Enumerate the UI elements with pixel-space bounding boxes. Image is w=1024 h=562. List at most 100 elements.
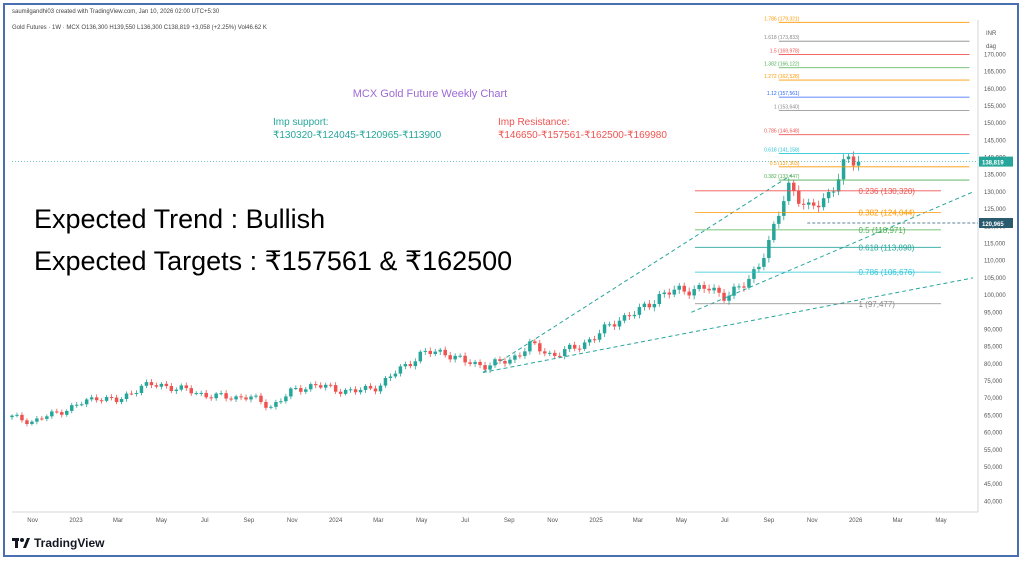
candle-body <box>612 324 617 327</box>
candle-body <box>742 286 746 288</box>
candle-body <box>40 418 44 420</box>
y-tick-label: 160,000 <box>984 87 1006 93</box>
candle-body <box>672 289 677 295</box>
x-tick-label: Mar <box>633 518 643 524</box>
candle-body <box>333 385 338 392</box>
candle-body <box>782 201 786 216</box>
candle-body <box>607 324 612 326</box>
candle-body <box>309 384 313 390</box>
fib-ext-label: 1.618 (173,833) <box>764 35 800 41</box>
chart-frame <box>3 3 1019 557</box>
candle-body <box>548 352 552 354</box>
y-tick-label: 115,000 <box>984 242 1006 248</box>
fib-level-label: 0.786 (106,676) <box>858 268 915 277</box>
trendline <box>482 174 792 373</box>
candle-body <box>767 240 771 259</box>
candle-body <box>463 355 467 363</box>
tradingview-name: TradingView <box>34 536 105 550</box>
candle-body <box>737 286 741 288</box>
candle-body <box>597 333 602 340</box>
x-tick-label: 2024 <box>329 518 343 524</box>
candle-body <box>702 284 706 289</box>
resistance-title: Imp Resistance: <box>498 117 570 128</box>
candle-body <box>269 406 273 408</box>
candle-body <box>792 182 796 191</box>
candle-body <box>55 411 59 413</box>
candle-body <box>184 385 189 389</box>
candle-body <box>498 359 502 361</box>
candle-body <box>518 355 522 357</box>
fib-ext-label: 1.5 (169,978) <box>770 48 800 54</box>
candle-body <box>79 404 84 406</box>
candle-body <box>373 388 378 392</box>
candle-body <box>244 397 248 400</box>
candle-body <box>383 378 388 386</box>
candle-body <box>234 396 238 400</box>
resistance-values: ₹146650-₹157561-₹162500-₹169980 <box>498 130 667 141</box>
candle-body <box>264 401 268 408</box>
candle-body <box>104 396 109 401</box>
candle-body <box>353 389 358 393</box>
candle-body <box>30 421 34 425</box>
candle-body <box>358 389 363 393</box>
candle-body <box>368 385 373 389</box>
fib-level-label: 0.236 (130,320) <box>858 187 915 196</box>
candle-body <box>134 392 139 394</box>
y-tick-label: 90,000 <box>984 327 1003 333</box>
candle-body <box>229 398 233 400</box>
candle-body <box>423 350 428 352</box>
x-tick-label: Mar <box>113 518 123 524</box>
tradingview-logo: TradingView <box>12 536 104 550</box>
candle-body <box>687 291 691 296</box>
y-tick-label: 45,000 <box>984 482 1003 488</box>
candle-body <box>816 205 821 208</box>
candle-body <box>254 395 258 397</box>
candle-body <box>587 339 592 343</box>
x-tick-label: Sep <box>504 518 515 524</box>
candle-body <box>214 393 218 399</box>
candle-body <box>787 182 791 202</box>
candle-body <box>493 359 497 366</box>
candle-body <box>403 364 408 367</box>
candle-body <box>473 361 477 364</box>
x-tick-label: Nov <box>547 518 558 524</box>
candle-body <box>622 315 627 321</box>
candle-body <box>219 393 223 395</box>
y-tick-label: 155,000 <box>984 104 1006 110</box>
candle-body <box>289 388 293 397</box>
candle-body <box>796 190 801 204</box>
candle-body <box>159 383 164 387</box>
y-tick-label: 40,000 <box>984 499 1003 505</box>
candle-body <box>25 420 29 425</box>
candle-body <box>169 386 174 392</box>
y-tick-label: 80,000 <box>984 362 1003 368</box>
candle-body <box>677 285 681 290</box>
candle-body <box>538 343 542 352</box>
candle-body <box>762 258 766 267</box>
candle-body <box>523 351 527 357</box>
candle-body <box>752 269 756 279</box>
candle-body <box>528 341 532 352</box>
candle-body <box>503 360 507 364</box>
price-tag-box <box>979 217 1013 228</box>
candle-body <box>806 202 811 205</box>
y-tick-label: 170,000 <box>984 52 1006 58</box>
candle-body <box>363 385 368 390</box>
candle-body <box>60 412 64 415</box>
candle-body <box>378 385 383 392</box>
price-tag-box <box>979 156 1013 167</box>
y-tick-label: 55,000 <box>984 448 1003 454</box>
candle-body <box>20 414 24 421</box>
candle-body <box>348 389 353 391</box>
candle-body <box>124 393 129 399</box>
candle-body <box>304 389 308 392</box>
fib-level-label: 0.5 (118,971) <box>858 226 905 235</box>
candle-body <box>582 342 587 349</box>
x-tick-label: Nov <box>807 518 818 524</box>
x-tick-label: Mar <box>892 518 902 524</box>
candle-body <box>692 289 696 296</box>
candle-body <box>513 355 517 360</box>
candle-body <box>801 203 806 205</box>
candle-body <box>119 398 124 403</box>
currency-label: INR <box>986 31 997 37</box>
